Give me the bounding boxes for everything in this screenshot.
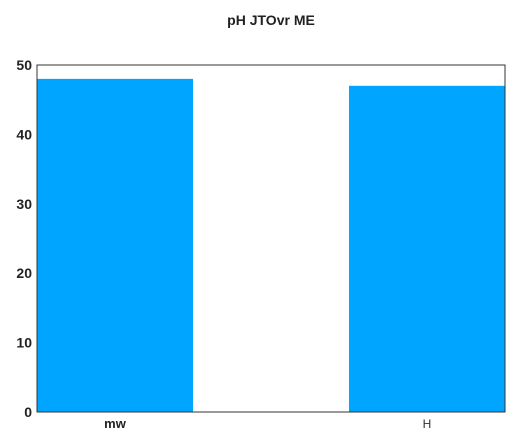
y-tick-label: 0	[24, 404, 32, 420]
y-tick-label: 30	[16, 196, 32, 212]
y-axis-ticks: 0 10 20 30 40 50	[16, 57, 32, 420]
y-tick-label: 40	[16, 126, 32, 142]
x-tick-label: H	[423, 417, 432, 431]
bars-group	[37, 78, 505, 412]
plot-frame	[36, 64, 506, 413]
bar-h	[349, 85, 505, 412]
y-tick-label: 10	[16, 335, 32, 351]
x-axis-labels: mw H	[104, 416, 431, 431]
x-tick-label: mw	[104, 416, 127, 431]
y-tick-label: 50	[16, 57, 32, 73]
y-tick-label: 20	[16, 265, 32, 281]
bar-mw	[37, 78, 193, 412]
chart-title: pH JTOvr ME	[227, 12, 315, 28]
